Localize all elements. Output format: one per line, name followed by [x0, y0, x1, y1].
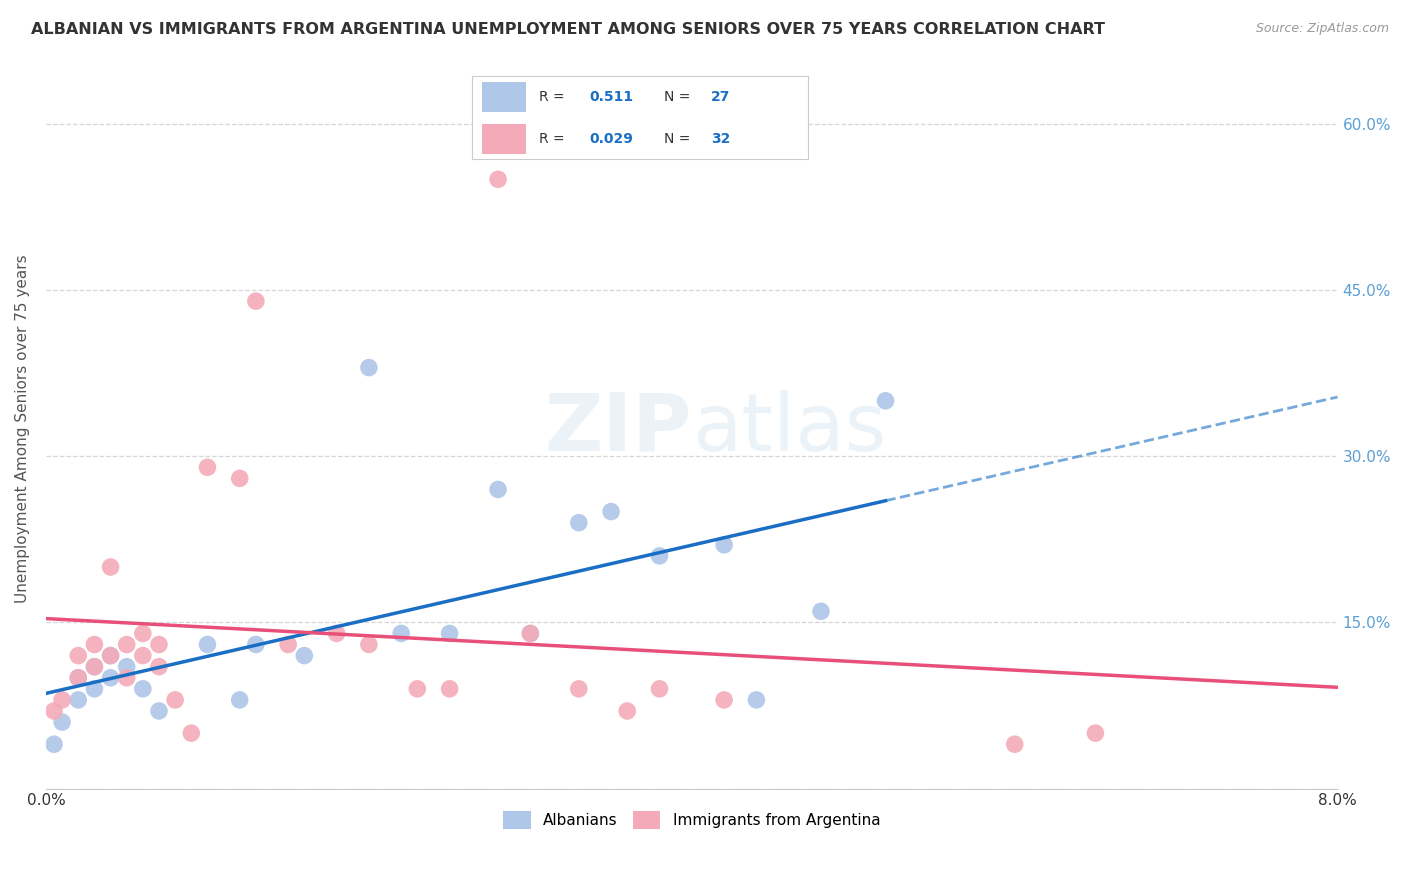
Point	[648, 549, 671, 563]
Point	[148, 659, 170, 673]
Point	[67, 648, 90, 663]
Point	[357, 638, 380, 652]
Point	[100, 560, 122, 574]
Point	[228, 471, 250, 485]
Point	[51, 714, 73, 729]
Text: Source: ZipAtlas.com: Source: ZipAtlas.com	[1256, 22, 1389, 36]
Point	[713, 693, 735, 707]
Point	[406, 681, 429, 696]
Point	[245, 294, 267, 309]
Point	[83, 659, 105, 673]
Point	[42, 704, 65, 718]
Point	[875, 393, 897, 408]
Point	[713, 538, 735, 552]
Point	[83, 638, 105, 652]
Point	[100, 671, 122, 685]
Text: atlas: atlas	[692, 390, 886, 467]
Point	[100, 648, 122, 663]
Legend: Albanians, Immigrants from Argentina: Albanians, Immigrants from Argentina	[498, 805, 886, 835]
Point	[292, 648, 315, 663]
Point	[810, 604, 832, 618]
Point	[115, 671, 138, 685]
Point	[83, 681, 105, 696]
Point	[389, 626, 412, 640]
Point	[519, 626, 541, 640]
Point	[67, 693, 90, 707]
Text: ALBANIAN VS IMMIGRANTS FROM ARGENTINA UNEMPLOYMENT AMONG SENIORS OVER 75 YEARS C: ALBANIAN VS IMMIGRANTS FROM ARGENTINA UN…	[31, 22, 1105, 37]
Point	[115, 638, 138, 652]
Point	[745, 693, 768, 707]
Point	[1084, 726, 1107, 740]
Point	[568, 516, 591, 530]
Point	[132, 626, 155, 640]
Point	[439, 626, 461, 640]
Point	[325, 626, 347, 640]
Point	[67, 671, 90, 685]
Point	[132, 648, 155, 663]
Point	[486, 483, 509, 497]
Point	[568, 681, 591, 696]
Point	[1004, 737, 1026, 751]
Point	[165, 693, 187, 707]
Point	[357, 360, 380, 375]
Point	[67, 671, 90, 685]
Point	[197, 460, 219, 475]
Point	[83, 659, 105, 673]
Y-axis label: Unemployment Among Seniors over 75 years: Unemployment Among Seniors over 75 years	[15, 254, 30, 603]
Point	[245, 638, 267, 652]
Point	[148, 704, 170, 718]
Point	[228, 693, 250, 707]
Point	[180, 726, 202, 740]
Point	[197, 638, 219, 652]
Point	[277, 638, 299, 652]
Point	[148, 638, 170, 652]
Point	[439, 681, 461, 696]
Point	[132, 681, 155, 696]
Text: ZIP: ZIP	[544, 390, 692, 467]
Point	[486, 172, 509, 186]
Point	[51, 693, 73, 707]
Point	[519, 626, 541, 640]
Point	[100, 648, 122, 663]
Point	[648, 681, 671, 696]
Point	[42, 737, 65, 751]
Point	[600, 505, 623, 519]
Point	[616, 704, 638, 718]
Point	[115, 659, 138, 673]
